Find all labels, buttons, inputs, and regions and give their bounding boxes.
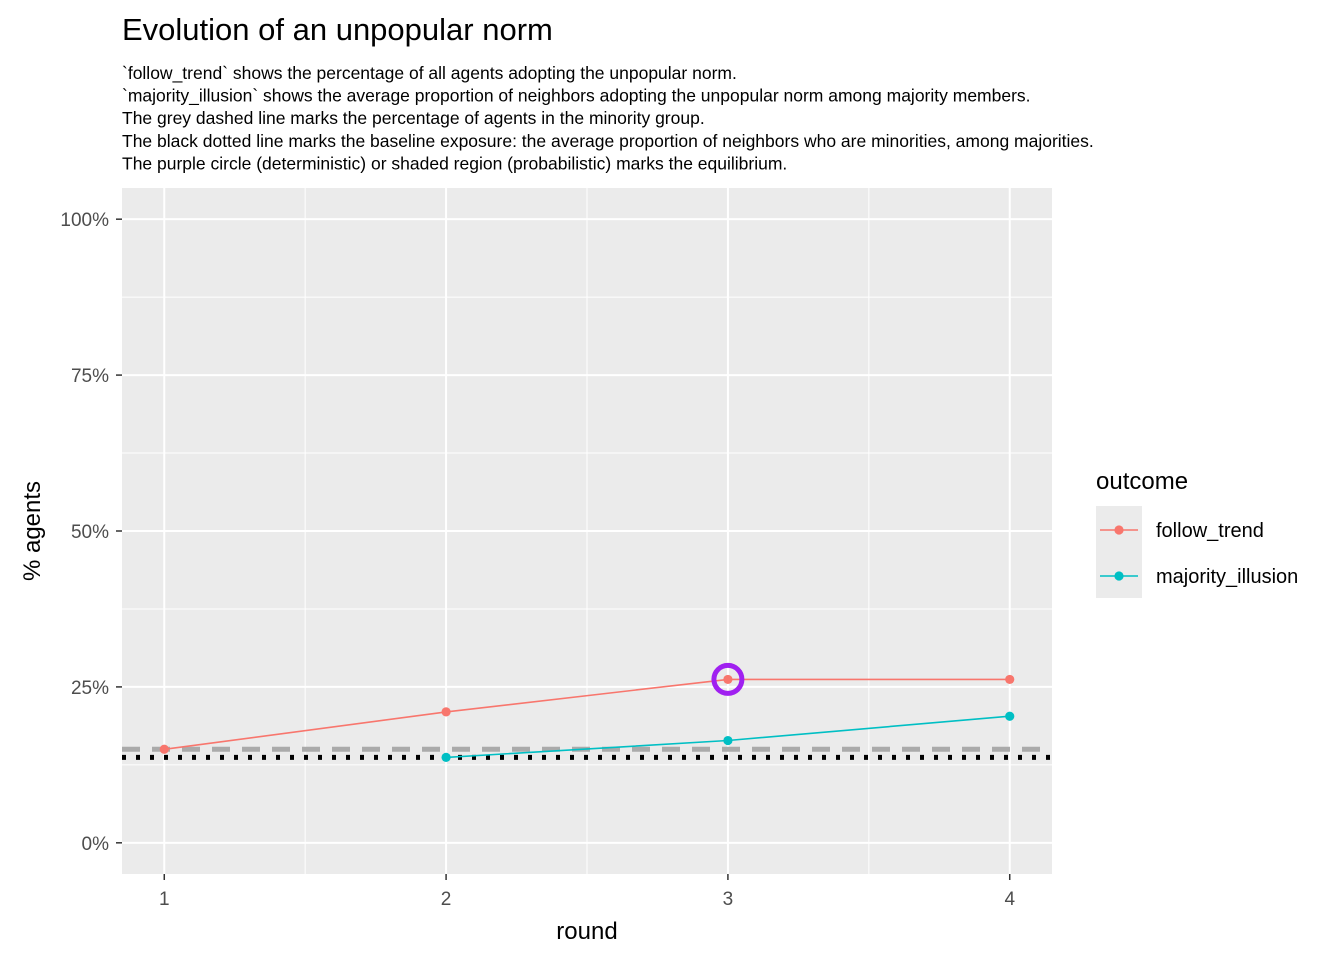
series-points — [159, 674, 1015, 762]
y-tick-label: 75% — [71, 366, 109, 387]
major-gridlines — [122, 188, 1052, 874]
legend-title: outcome — [1096, 468, 1188, 495]
legend-key-point — [1114, 571, 1124, 581]
data-point-follow_trend — [159, 744, 169, 754]
data-point-follow_trend — [441, 707, 451, 717]
y-axis-title: % agents — [19, 481, 46, 581]
x-axis: 1 2 3 4 — [159, 874, 1015, 910]
data-point-majority_illusion — [723, 735, 733, 746]
data-point-majority_illusion — [441, 752, 451, 762]
equilibrium-marker — [711, 662, 745, 696]
legend: outcome follow_trend majority_illusion — [1096, 468, 1298, 598]
subtitle-line: The black dotted line marks the baseline… — [122, 131, 1094, 151]
chart-title: Evolution of an unpopular norm — [122, 12, 553, 47]
y-tick-label: 0% — [82, 834, 110, 855]
x-axis-title: round — [556, 918, 617, 945]
subtitle-line: `follow_trend` shows the percentage of a… — [122, 63, 737, 84]
subtitle-line: `majority_illusion` shows the average pr… — [122, 86, 1031, 107]
legend-label-follow_trend: follow_trend — [1156, 520, 1264, 542]
chart-subtitle: `follow_trend` shows the percentage of a… — [122, 63, 1094, 173]
legend-key-background — [1096, 506, 1142, 598]
x-tick-label: 1 — [159, 889, 170, 910]
x-tick-label: 4 — [1004, 889, 1015, 910]
subtitle-line: The grey dashed line marks the percentag… — [122, 108, 705, 128]
legend-key-point — [1114, 525, 1124, 535]
data-point-follow_trend — [1005, 674, 1015, 685]
data-point-majority_illusion — [1005, 711, 1015, 721]
legend-label-majority_illusion: majority_illusion — [1156, 566, 1298, 588]
y-axis: 0% 25% 50% 75% 100% — [60, 210, 122, 855]
y-tick-label: 100% — [60, 210, 109, 231]
x-tick-label: 2 — [441, 889, 452, 910]
x-tick-label: 3 — [723, 889, 734, 910]
y-tick-label: 25% — [71, 678, 109, 699]
subtitle-line: The purple circle (deterministic) or sha… — [122, 153, 787, 173]
data-point-follow_trend — [723, 674, 733, 685]
series-line-follow_trend — [164, 678, 1010, 751]
y-tick-label: 50% — [71, 522, 109, 543]
equilibrium-circle — [711, 662, 745, 696]
